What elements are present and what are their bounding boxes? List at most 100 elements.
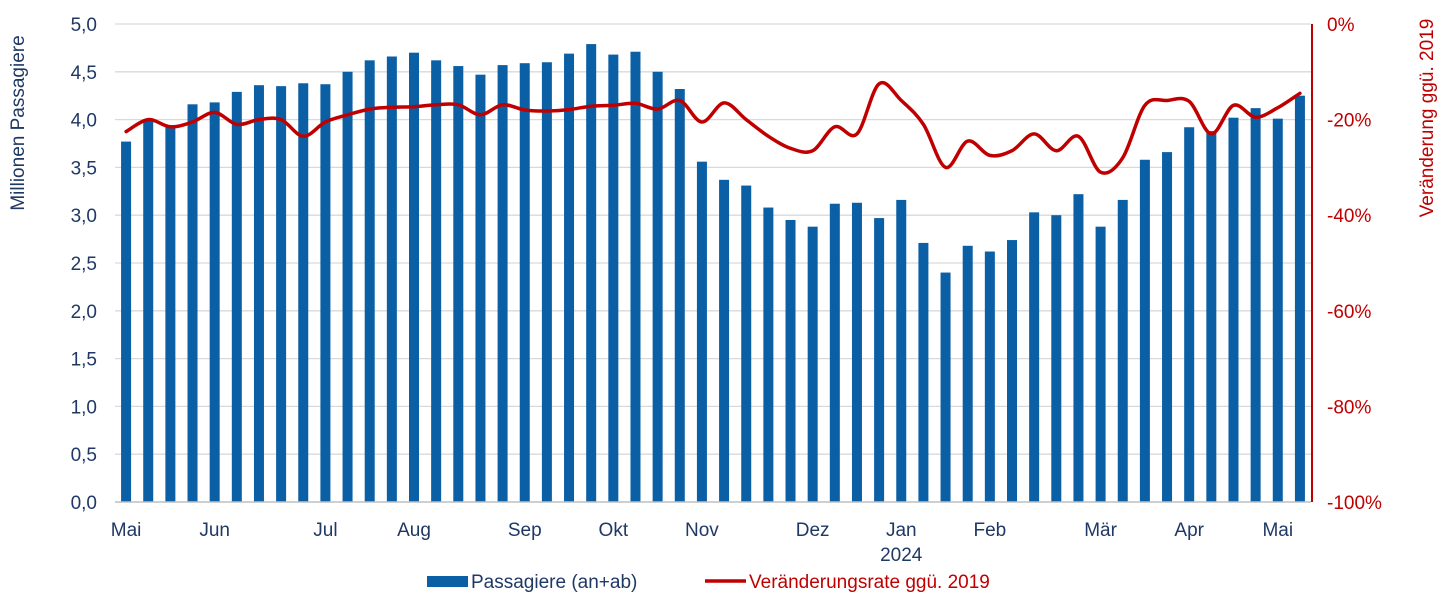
bar	[342, 71, 353, 503]
bar	[564, 53, 575, 503]
left-tick-label: 0,0	[71, 493, 97, 514]
bar	[874, 218, 885, 502]
left-tick-label: 5,0	[71, 15, 97, 36]
bar	[231, 91, 242, 502]
bar	[1206, 131, 1217, 502]
x-tick-label: Feb	[973, 520, 1006, 541]
bar	[763, 207, 774, 502]
x-tick-label: Apr	[1174, 520, 1204, 541]
legend: Passagiere (an+ab) Veränderungsrate ggü.…	[427, 572, 990, 593]
x-tick-label: Dez	[796, 520, 830, 541]
bar	[1073, 194, 1084, 502]
line-path	[124, 80, 1302, 175]
axes	[115, 24, 1313, 503]
bar	[940, 272, 951, 502]
right-tick-label: -40%	[1327, 206, 1371, 227]
bar	[586, 44, 597, 503]
bar	[143, 119, 154, 502]
left-tick-label: 0,5	[71, 445, 97, 466]
bar	[409, 52, 419, 503]
left-tick-label: 1,5	[71, 350, 97, 371]
bar	[608, 54, 619, 502]
bar	[386, 56, 397, 503]
x-tick-label: Jan	[886, 520, 917, 541]
bar	[1294, 95, 1305, 502]
bar	[475, 74, 486, 502]
right-tick-label: 0%	[1327, 15, 1355, 36]
bar	[807, 226, 818, 502]
x-tick-label: Mai	[1262, 520, 1293, 541]
bars-series-passagiere	[121, 44, 1305, 503]
bar	[851, 202, 862, 502]
bar	[1228, 117, 1239, 503]
bar	[696, 161, 707, 502]
legend-label-passagiere: Passagiere (an+ab)	[471, 572, 637, 593]
bar	[1051, 215, 1062, 502]
bar	[1007, 240, 1017, 502]
bar	[431, 60, 442, 502]
bar	[1029, 212, 1040, 502]
bar	[1117, 199, 1128, 503]
left-tick-label: 4,0	[71, 111, 97, 132]
bar	[165, 125, 176, 502]
x-tick-label: Aug	[397, 520, 431, 541]
x-tick-label: Sep	[508, 520, 542, 541]
left-axis-ticks: 0,0 0,5 1,0 1,5 2,0 2,5 3,0 3,5 4,0 4,5 5,0	[71, 15, 97, 514]
bar	[1095, 226, 1106, 502]
bar	[121, 141, 132, 502]
bar	[785, 219, 796, 503]
left-tick-label: 2,0	[71, 302, 97, 323]
right-tick-label: -60%	[1327, 302, 1371, 323]
bar	[519, 63, 530, 503]
x-tick-label: Nov	[685, 520, 719, 541]
bar	[630, 51, 641, 502]
x-tick-label: Okt	[599, 520, 629, 541]
left-tick-label: 3,5	[71, 158, 97, 179]
right-tick-label: -100%	[1327, 493, 1382, 514]
x-axis-ticks: Mai Jun Jul Aug Sep Okt Nov Dez Jan Feb Mär Apr Mai	[111, 520, 1293, 541]
bar	[187, 104, 198, 502]
bar	[674, 89, 685, 503]
bar	[962, 245, 973, 503]
bar	[1250, 108, 1261, 503]
right-tick-label: -20%	[1327, 111, 1371, 132]
bar	[1184, 127, 1195, 503]
line-series-veraenderungsrate	[124, 80, 1302, 175]
bar	[209, 102, 220, 502]
left-tick-label: 1,0	[71, 397, 97, 418]
bar	[497, 65, 508, 502]
bar	[652, 71, 663, 503]
bar	[1272, 118, 1283, 503]
year-label: 2024	[880, 545, 923, 566]
x-tick-label: Mai	[111, 520, 142, 541]
bar	[298, 83, 309, 502]
right-axis-title: Veränderung ggü. 2019	[1417, 19, 1438, 218]
bar	[253, 85, 264, 503]
bar	[741, 185, 752, 502]
bar	[1162, 152, 1173, 502]
legend-label-veraenderungsrate: Veränderungsrate ggü. 2019	[749, 572, 990, 593]
right-tick-label: -80%	[1327, 397, 1371, 418]
bar	[364, 60, 375, 502]
legend-swatch-passagiere	[427, 576, 468, 587]
left-tick-label: 2,5	[71, 254, 97, 275]
x-tick-label: Jul	[313, 520, 337, 541]
x-tick-label: Mär	[1084, 520, 1117, 541]
bar	[896, 199, 907, 503]
x-tick-label: Jun	[199, 520, 230, 541]
gridlines	[115, 23, 1311, 455]
right-axis-ticks: -100% -80% -60% -40% -20% 0%	[1327, 15, 1382, 514]
bar	[541, 62, 552, 503]
bar	[276, 86, 287, 502]
left-tick-label: 3,0	[71, 206, 97, 227]
bar	[719, 179, 730, 502]
left-axis-title: Millionen Passagiere	[8, 35, 29, 210]
bar	[1139, 159, 1150, 502]
bar	[984, 251, 995, 502]
bar	[320, 84, 331, 502]
bar	[453, 66, 464, 503]
left-tick-label: 4,5	[71, 63, 97, 84]
bar	[829, 203, 840, 502]
